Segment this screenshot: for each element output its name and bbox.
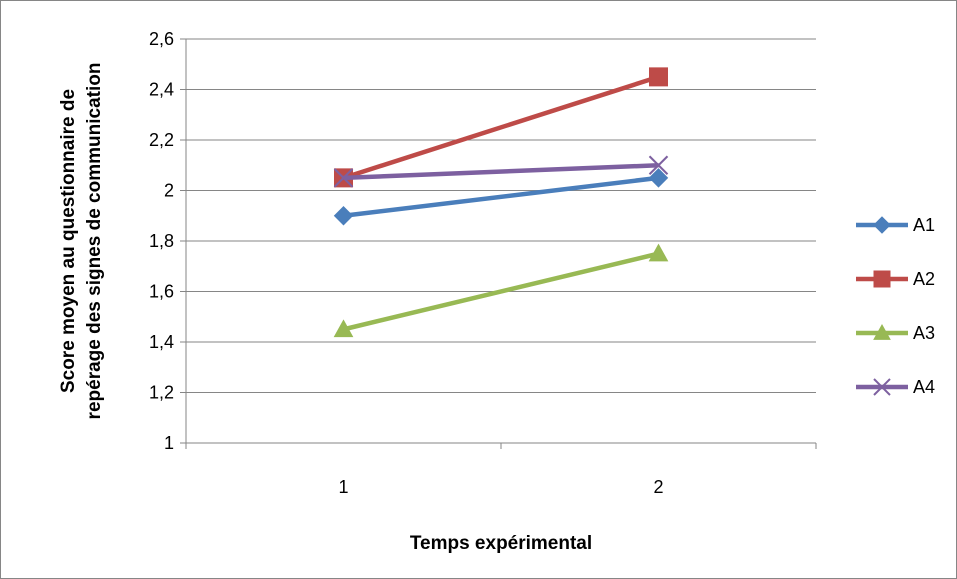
series-line (343, 175, 659, 218)
series-line (343, 163, 659, 181)
legend-label: A1 (913, 215, 935, 235)
marker-stroke (333, 168, 354, 188)
x-tick-label: 1 (338, 477, 348, 497)
legend-marker (873, 216, 891, 234)
series-layer (333, 67, 669, 338)
series-a1 (333, 168, 669, 226)
y-tick-label: 2,2 (149, 130, 174, 150)
axes (180, 38, 817, 449)
x-tick-label: 2 (653, 477, 663, 497)
tick-labels: 1 1,2 1,4 1,6 1,8 2 2,2 2,4 2,6 1 2 (149, 29, 664, 497)
series-line (342, 74, 660, 181)
marker-stroke (648, 155, 669, 175)
y-tick-label: 1,8 (149, 231, 174, 251)
y-axis-title-line-2: repérage des signes de communication (84, 63, 105, 420)
legend-item-a2: A2 (856, 269, 935, 289)
data-point (333, 206, 354, 226)
y-tick-label: 1,6 (149, 282, 174, 302)
data-point (649, 67, 668, 87)
legend-marker (873, 323, 891, 340)
data-point (648, 155, 669, 175)
legend-label: A2 (913, 269, 935, 289)
y-tick-label: 1 (164, 433, 174, 453)
legend-label: A3 (913, 323, 935, 343)
y-tick-label: 2,6 (149, 29, 174, 49)
data-point (648, 168, 669, 188)
legend-item-a4: A4 (856, 377, 935, 397)
data-point (648, 243, 669, 262)
data-point (333, 168, 354, 188)
y-tick-label: 2 (164, 181, 174, 201)
legend-label: A4 (913, 377, 935, 397)
series-a3 (333, 243, 669, 338)
y-tick-label: 1,4 (149, 332, 174, 352)
legend-marker (873, 270, 891, 288)
gridlines (186, 38, 816, 393)
y-tick-label: 1,2 (149, 383, 174, 403)
legend-marker (873, 378, 891, 396)
legend-item-a1: A1 (856, 215, 935, 235)
marker-stroke (873, 378, 891, 396)
x-axis-title: Temps expérimental (410, 533, 592, 554)
y-axis-title-line-1: Score moyen au questionnaire de (58, 89, 79, 393)
legend-item-a3: A3 (856, 323, 935, 343)
y-axis-title: Score moyen au questionnaire de repérage… (58, 63, 105, 420)
data-point (333, 319, 354, 338)
y-tick-label: 2,4 (149, 80, 174, 100)
series-line (342, 251, 660, 332)
series-a4 (333, 155, 669, 188)
legend: A1 A2 A3 A4 (856, 215, 935, 397)
